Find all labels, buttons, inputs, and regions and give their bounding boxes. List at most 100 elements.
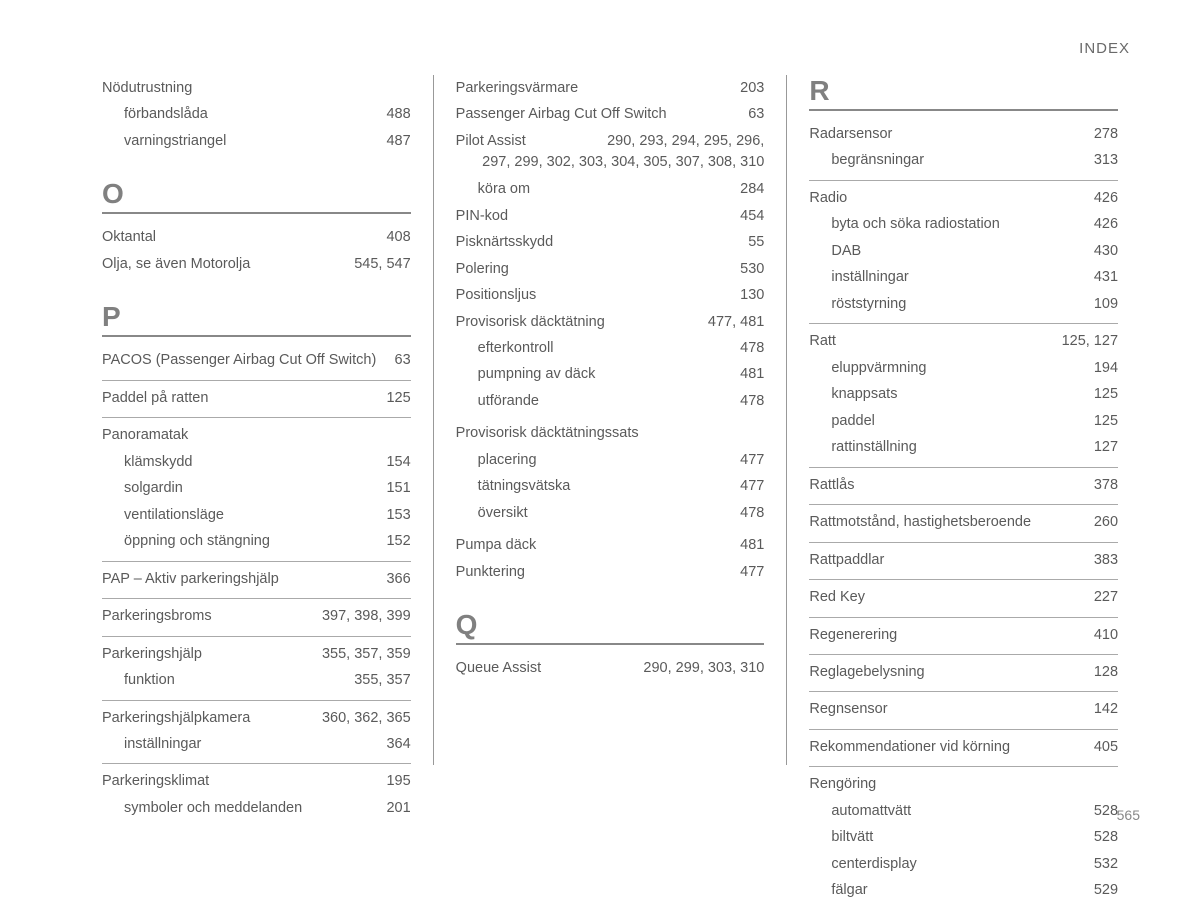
- index-subentry: symboler och meddelanden201: [102, 795, 411, 821]
- index-pages: 397, 398, 399: [322, 605, 411, 627]
- section-rule: [809, 467, 1118, 468]
- letter-r: R: [809, 75, 1118, 107]
- index-pages: 127: [1094, 436, 1118, 458]
- index-pages: 430: [1094, 240, 1118, 262]
- index-term: Provisorisk däcktätning: [456, 311, 708, 333]
- index-term: röststyrning: [831, 293, 1093, 315]
- index-term: Reglagebelysning: [809, 661, 1093, 683]
- index-term: Parkeringshjälpkamera: [102, 707, 322, 729]
- index-term: varningstriangel: [124, 130, 386, 152]
- page-number: 565: [1117, 807, 1140, 823]
- section-rule: [809, 180, 1118, 181]
- index-pages: 528: [1094, 826, 1118, 848]
- index-group: PAP – Aktiv parkeringshjälp366: [102, 566, 411, 592]
- index-entry: Rengöring: [809, 771, 1118, 797]
- index-pages: 203: [740, 77, 764, 99]
- index-term: Radio: [809, 187, 1093, 209]
- index-pages: 153: [386, 504, 410, 526]
- index-pages: 63: [748, 103, 764, 125]
- index-pages: 125: [1094, 383, 1118, 405]
- index-group: Rattlås378: [809, 472, 1118, 498]
- index-entry: Olja, se även Motorolja545, 547: [102, 251, 411, 277]
- index-subentry: översikt478: [456, 500, 765, 526]
- index-term: PIN-kod: [456, 205, 740, 227]
- index-term: biltvätt: [831, 826, 1093, 848]
- index-pages-cont: 297, 299, 302, 303, 304, 305, 307, 308, …: [456, 152, 765, 174]
- section-rule: [102, 380, 411, 381]
- index-entry: Parkeringsvärmare203: [456, 75, 765, 101]
- index-term: Panoramatak: [102, 424, 411, 446]
- index-pages: 478: [740, 502, 764, 524]
- index-term: Oktantal: [102, 226, 386, 248]
- index-entry: Red Key227: [809, 584, 1118, 610]
- index-subentry: paddel125: [809, 408, 1118, 434]
- index-term: begränsningar: [831, 149, 1093, 171]
- index-term: Parkeringsvärmare: [456, 77, 740, 99]
- index-entry: Nödutrustning: [102, 75, 411, 101]
- index-pages: 366: [386, 568, 410, 590]
- index-pages: 478: [740, 390, 764, 412]
- index-pages: 125: [386, 387, 410, 409]
- index-pages: 410: [1094, 624, 1118, 646]
- index-term: knappsats: [831, 383, 1093, 405]
- index-term: Queue Assist: [456, 657, 644, 679]
- index-term: Parkeringsklimat: [102, 770, 386, 792]
- index-subentry: knappsats125: [809, 381, 1118, 407]
- index-pages: 477: [740, 449, 764, 471]
- index-group: Rattmotstånd, hastighetsberoende260: [809, 509, 1118, 535]
- index-term: fälgar: [831, 879, 1093, 901]
- index-pages: 130: [740, 284, 764, 306]
- col1-top-entries: Nödutrustningförbandslåda488varningstria…: [102, 75, 411, 154]
- index-subentry: köra om 284: [456, 176, 765, 202]
- index-entry: Parkeringsklimat195: [102, 768, 411, 794]
- index-group: Reglagebelysning128: [809, 659, 1118, 685]
- index-pages: 195: [386, 770, 410, 792]
- section-rule: [102, 763, 411, 764]
- index-term: Rattlås: [809, 474, 1093, 496]
- index-term: Passenger Airbag Cut Off Switch: [456, 103, 749, 125]
- index-pages: 151: [386, 477, 410, 499]
- index-term: Provisorisk däcktätningssats: [456, 422, 765, 444]
- index-entry: Queue Assist290, 299, 303, 310: [456, 655, 765, 681]
- col2-q-entries: Queue Assist290, 299, 303, 310: [456, 655, 765, 681]
- index-pages: 477: [740, 475, 764, 497]
- index-pages: 278: [1094, 123, 1118, 145]
- letter-rule: [102, 212, 411, 214]
- index-group: Parkeringsbroms397, 398, 399: [102, 603, 411, 629]
- section-rule: [809, 729, 1118, 730]
- column-3: R Radarsensor278begränsningar313Radio426…: [786, 75, 1140, 765]
- index-columns: Nödutrustningförbandslåda488varningstria…: [80, 75, 1140, 765]
- index-term: funktion: [124, 669, 354, 691]
- index-pages: 201: [386, 797, 410, 819]
- index-term: översikt: [478, 502, 740, 524]
- index-entry: Rattlås378: [809, 472, 1118, 498]
- col2-prov2: Provisorisk däcktätningssatsplacering477…: [456, 420, 765, 526]
- index-pages: 364: [386, 733, 410, 755]
- index-pages: 383: [1094, 549, 1118, 571]
- index-entry: Reglagebelysning128: [809, 659, 1118, 685]
- index-entry: PAP – Aktiv parkeringshjälp366: [102, 566, 411, 592]
- index-group: Ratt125, 127eluppvärmning194knappsats125…: [809, 328, 1118, 460]
- col3-r-groups: Radarsensor278begränsningar313Radio426by…: [809, 121, 1118, 904]
- index-group: PACOS (Passenger Airbag Cut Off Switch)6…: [102, 347, 411, 373]
- index-pages: 408: [386, 226, 410, 248]
- index-term: Rattpaddlar: [809, 549, 1093, 571]
- index-subentry: DAB430: [809, 238, 1118, 264]
- index-subentry: automattvätt528: [809, 798, 1118, 824]
- section-rule: [809, 617, 1118, 618]
- index-pages: 454: [740, 205, 764, 227]
- index-subentry: ventilationsläge153: [102, 502, 411, 528]
- index-pages: 426: [1094, 213, 1118, 235]
- index-term: automattvätt: [831, 800, 1093, 822]
- index-term: Regenerering: [809, 624, 1093, 646]
- index-term: Rattmotstånd, hastighetsberoende: [809, 511, 1093, 533]
- index-term: inställningar: [124, 733, 386, 755]
- index-entry: Parkeringshjälp355, 357, 359: [102, 641, 411, 667]
- index-subentry: varningstriangel487: [102, 128, 411, 154]
- index-entry: Provisorisk däcktätning477, 481: [456, 309, 765, 335]
- letter-q: Q: [456, 609, 765, 641]
- index-pages: 355, 357: [354, 669, 410, 691]
- index-pages: 284: [740, 178, 764, 200]
- index-term: PAP – Aktiv parkeringshjälp: [102, 568, 386, 590]
- col1-o-entries: Oktantal408 Olja, se även Motorolja545, 5…: [102, 224, 411, 277]
